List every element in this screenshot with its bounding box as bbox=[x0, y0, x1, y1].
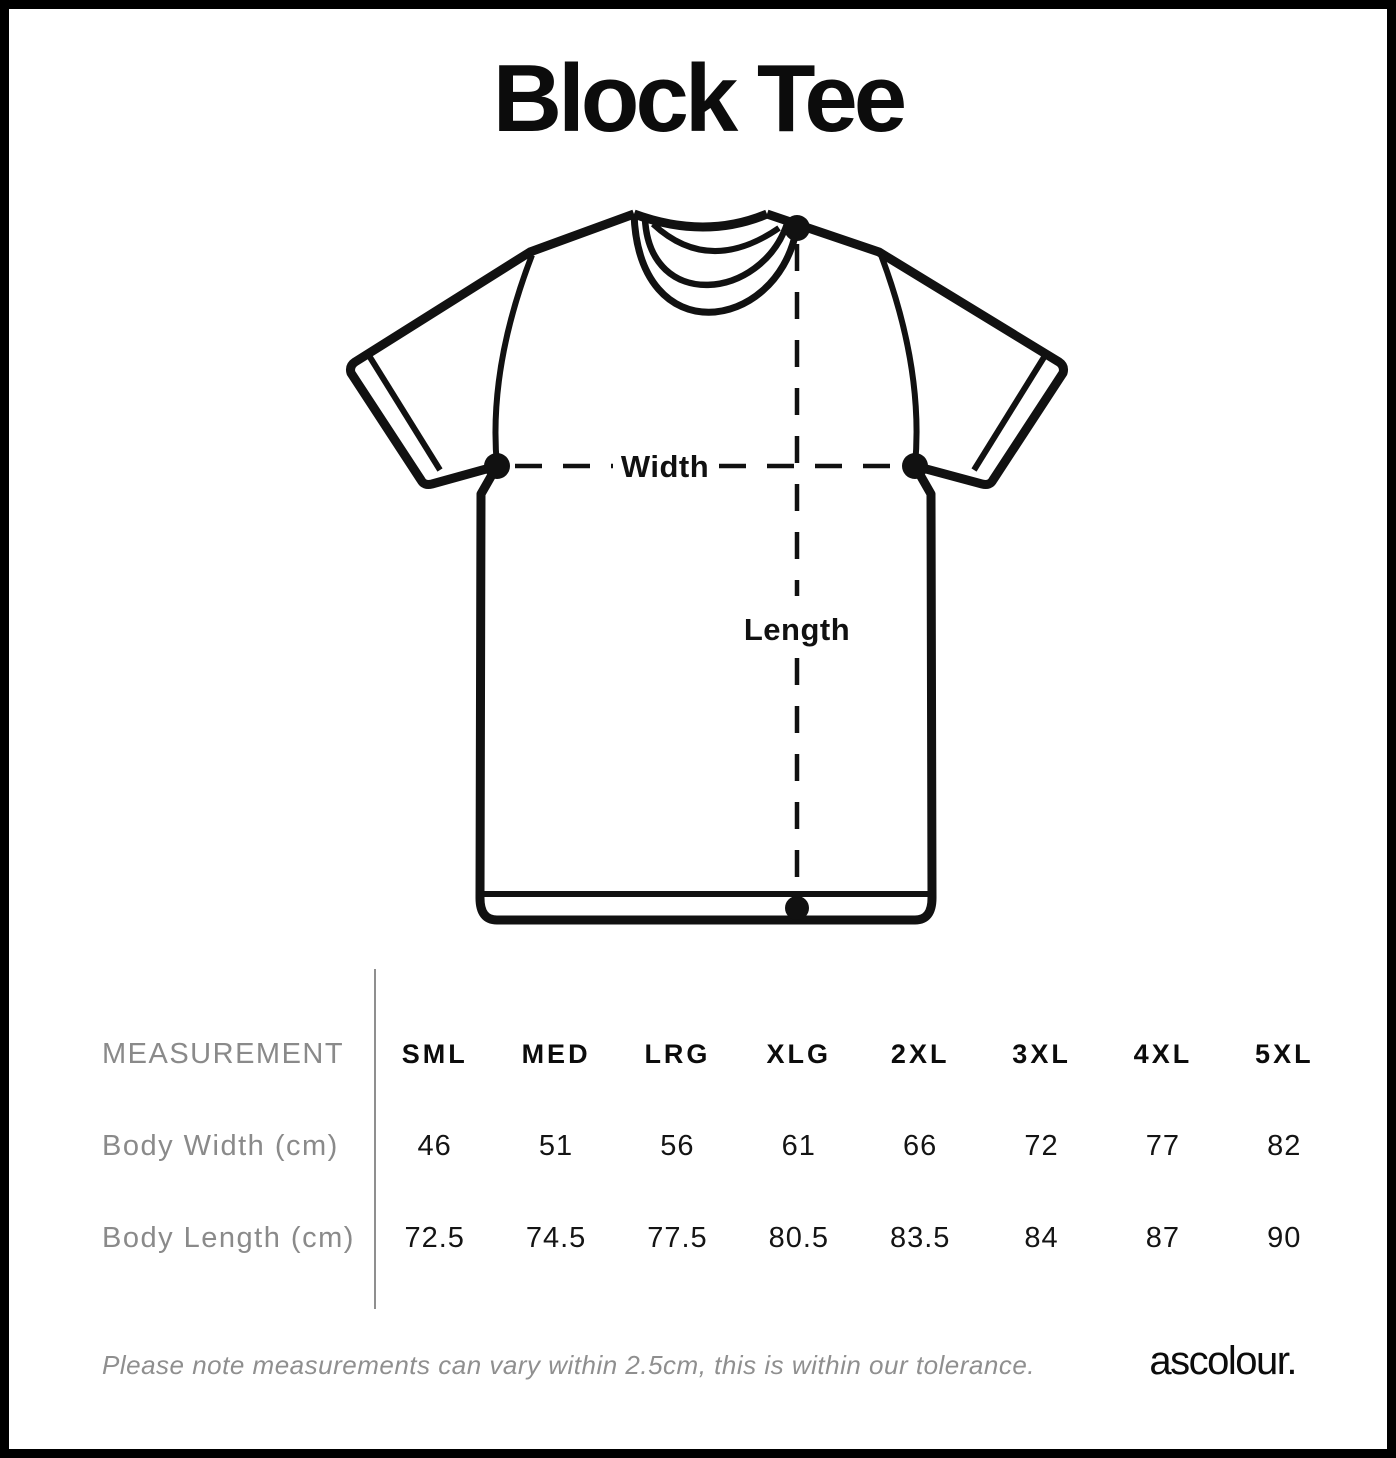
hem-measure-point-dot bbox=[785, 896, 809, 920]
collar-outer-edge bbox=[630, 213, 800, 316]
table-vertical-divider bbox=[374, 969, 376, 1309]
page-title: Block Tee bbox=[492, 45, 907, 152]
collar-inner-edge bbox=[641, 218, 791, 289]
size-table: MEASUREMENT SML MED LRG XLG 2XL 3XL 4XL … bbox=[102, 1008, 1345, 1284]
row-label-body-length: Body Length (cm) bbox=[102, 1221, 355, 1254]
body-width-sml: 46 bbox=[417, 1129, 452, 1162]
measurement-lines bbox=[515, 244, 901, 894]
collar-top-edge bbox=[632, 209, 769, 232]
right-armhole-seam bbox=[878, 253, 920, 467]
size-header-3xl: 3XL bbox=[1012, 1038, 1071, 1069]
body-width-3xl: 72 bbox=[1024, 1129, 1059, 1162]
tshirt-outline bbox=[346, 209, 1068, 925]
size-header-2xl: 2XL bbox=[890, 1038, 950, 1069]
body-width-5xl: 82 bbox=[1267, 1129, 1302, 1162]
body-outline bbox=[475, 463, 937, 925]
brand-logo: ascolour. bbox=[1149, 1339, 1297, 1383]
body-length-3xl: 84 bbox=[1024, 1221, 1059, 1254]
left-cuff-hem-line bbox=[365, 352, 443, 472]
body-length-lrg: 77.5 bbox=[647, 1221, 708, 1254]
length-measure-label: Length bbox=[744, 612, 850, 647]
body-length-xlg: 80.5 bbox=[768, 1221, 830, 1254]
body-width-4xl: 77 bbox=[1145, 1129, 1181, 1162]
body-width-xlg: 61 bbox=[781, 1129, 816, 1162]
right-cuff-hem-line bbox=[971, 352, 1049, 472]
tshirt-diagram: Width Length bbox=[337, 194, 1077, 939]
body-length-med: 74.5 bbox=[525, 1221, 587, 1254]
size-header-xlg: XLG bbox=[766, 1038, 832, 1069]
measurement-column-header: MEASUREMENT bbox=[102, 1037, 345, 1070]
left-armhole-seam bbox=[492, 253, 535, 467]
right-sleeve-outline bbox=[765, 209, 1068, 489]
right-underarm-measure-point-dot bbox=[902, 453, 928, 479]
size-header-5xl: 5XL bbox=[1255, 1038, 1314, 1069]
body-length-sml: 72.5 bbox=[404, 1221, 465, 1254]
body-length-5xl: 90 bbox=[1267, 1221, 1302, 1254]
size-header-lrg: LRG bbox=[644, 1038, 711, 1069]
size-header-4xl: 4XL bbox=[1133, 1038, 1193, 1069]
body-length-2xl: 83.5 bbox=[889, 1221, 951, 1254]
size-header-sml: SML bbox=[401, 1038, 468, 1069]
body-width-med: 51 bbox=[538, 1129, 574, 1162]
size-header-med: MED bbox=[521, 1038, 591, 1069]
body-width-2xl: 66 bbox=[903, 1129, 938, 1162]
body-width-lrg: 56 bbox=[660, 1129, 695, 1162]
measure-points bbox=[484, 215, 928, 920]
shoulder-measure-point-dot bbox=[784, 215, 810, 241]
footer: Please note measurements can vary within… bbox=[102, 1339, 1297, 1384]
width-measure-label: Width bbox=[621, 449, 709, 484]
collar-back-seam bbox=[650, 221, 781, 255]
row-label-body-width: Body Width (cm) bbox=[102, 1129, 339, 1162]
left-sleeve-outline bbox=[346, 209, 636, 489]
body-length-4xl: 87 bbox=[1145, 1221, 1181, 1254]
left-underarm-measure-point-dot bbox=[484, 453, 510, 479]
tolerance-note: Please note measurements can vary within… bbox=[102, 1350, 1036, 1380]
